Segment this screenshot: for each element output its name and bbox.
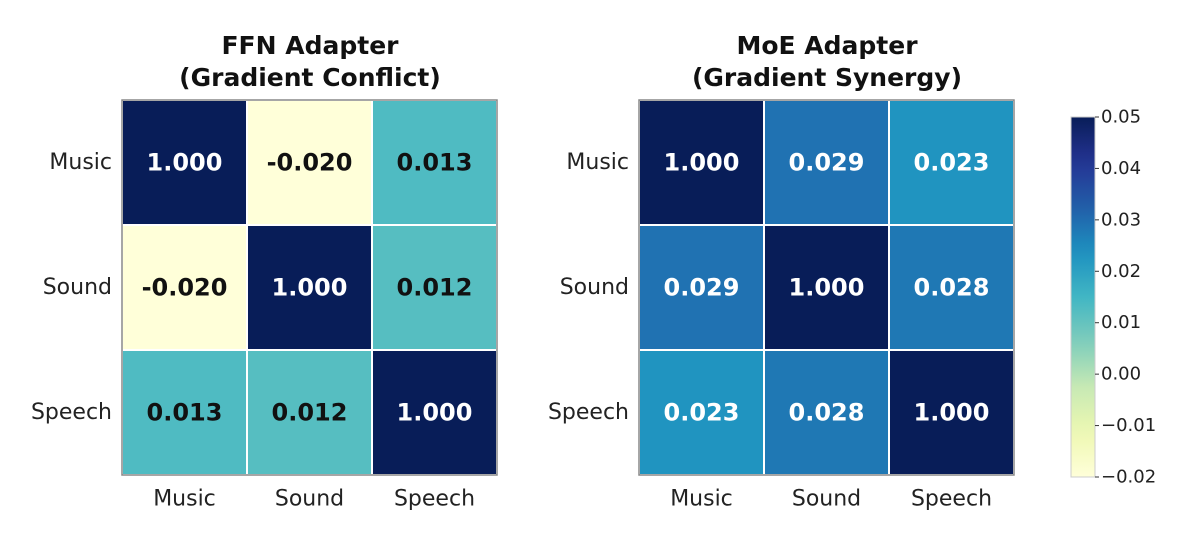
x-tick-label: Sound bbox=[275, 487, 344, 512]
colorbar-gradient bbox=[1070, 116, 1096, 478]
cell-value-label: -0.020 bbox=[267, 149, 353, 177]
heatmap-cell bbox=[763, 99, 890, 226]
x-tick-label: Sound bbox=[792, 487, 861, 512]
x-tick-label: Speech bbox=[911, 487, 992, 512]
chart-title: MoE Adapter bbox=[736, 31, 918, 60]
colorbar-tick-label: 0.03 bbox=[1101, 209, 1141, 230]
x-tick-label: Music bbox=[153, 487, 216, 512]
colorbar-tick-label: 0.02 bbox=[1101, 261, 1141, 282]
heatmap-cell bbox=[638, 349, 765, 476]
colorbar-tick-label: 0.00 bbox=[1101, 364, 1141, 385]
heatmap-panel-1: FFN Adapter (Gradient Conflict) 1.000 -0.02… bbox=[31, 31, 498, 512]
cell-value-label: -0.020 bbox=[142, 274, 228, 302]
heatmap-cell bbox=[888, 224, 1015, 351]
colorbar-tick-label: 0.01 bbox=[1101, 312, 1141, 333]
cell-value-label: 0.013 bbox=[397, 149, 473, 177]
y-tick-label: Sound bbox=[43, 275, 112, 300]
x-tick-label: Speech bbox=[394, 487, 475, 512]
chart-subtitle: (Gradient Synergy) bbox=[692, 63, 962, 92]
heatmap-cell bbox=[763, 224, 890, 351]
colorbar: 0.05 0.04 0.03 0.02 0.01 0.00 −0.01 −0.02 bbox=[1070, 107, 1156, 488]
cell-value-label: 0.013 bbox=[147, 399, 223, 427]
heatmap-cell bbox=[763, 349, 890, 476]
heatmap-frame bbox=[638, 99, 1015, 476]
heatmap-cell bbox=[638, 99, 765, 226]
y-tick-label: Speech bbox=[31, 400, 112, 425]
chart-title: FFN Adapter bbox=[221, 31, 399, 60]
cell-value-label: 0.023 bbox=[914, 149, 990, 177]
cell-value-label: 1.000 bbox=[147, 149, 223, 177]
cell-value-label: 1.000 bbox=[914, 399, 990, 427]
y-tick-label: Sound bbox=[560, 275, 629, 300]
cell-value-label: 0.028 bbox=[914, 274, 990, 302]
chart-subtitle: (Gradient Conflict) bbox=[179, 63, 441, 92]
colorbar-tick-label: −0.01 bbox=[1101, 415, 1156, 436]
heatmap-panels: FFN Adapter (Gradient Conflict) 1.000 -0.02… bbox=[31, 31, 1015, 512]
y-tick-label: Music bbox=[566, 150, 629, 175]
cell-value-label: 1.000 bbox=[272, 274, 348, 302]
heatmap-cell bbox=[121, 99, 248, 226]
heatmap-cell bbox=[246, 349, 373, 476]
cell-value-label: 0.012 bbox=[397, 274, 473, 302]
heatmap-cell bbox=[246, 99, 373, 226]
colorbar-tick-label: 0.05 bbox=[1101, 107, 1141, 128]
cell-value-label: 0.029 bbox=[664, 274, 740, 302]
y-tick-label: Speech bbox=[548, 400, 629, 425]
cell-value-label: 0.023 bbox=[664, 399, 740, 427]
cell-value-label: 0.029 bbox=[789, 149, 865, 177]
heatmap-panel-2: MoE Adapter (Gradient Synergy) 1.000 0.029 0… bbox=[548, 31, 1015, 512]
cell-value-label: 1.000 bbox=[664, 149, 740, 177]
heatmap-frame bbox=[121, 99, 498, 476]
heatmap-cell bbox=[371, 224, 498, 351]
cell-value-label: 0.028 bbox=[789, 399, 865, 427]
cell-value-label: 0.012 bbox=[272, 399, 348, 427]
heatmap-cell bbox=[121, 224, 248, 351]
heatmap-cell bbox=[638, 224, 765, 351]
colorbar-tick-label: −0.02 bbox=[1101, 467, 1156, 488]
colorbar-tick-label: 0.04 bbox=[1101, 158, 1141, 179]
heatmap-cell bbox=[888, 349, 1015, 476]
x-tick-label: Music bbox=[670, 487, 733, 512]
y-tick-label: Music bbox=[49, 150, 112, 175]
cell-value-label: 1.000 bbox=[397, 399, 473, 427]
heatmap-cell bbox=[888, 99, 1015, 226]
cell-value-label: 1.000 bbox=[789, 274, 865, 302]
